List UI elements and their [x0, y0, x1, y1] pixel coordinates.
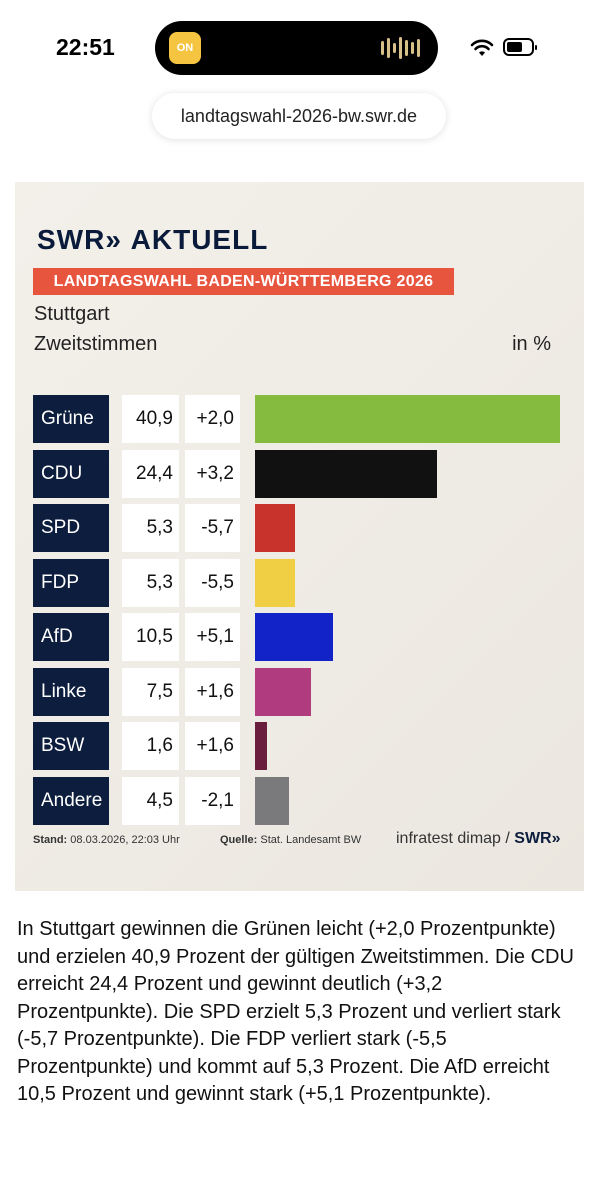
footer-brand: infratest dimap / SWR»: [396, 830, 561, 848]
source-value: Stat. Landesamt BW: [260, 834, 362, 846]
vote-change-value: +3,2: [185, 449, 240, 498]
vote-share-bar: [255, 449, 437, 498]
vote-share-value: 24,4: [122, 449, 179, 498]
vote-type-subtitle: Zweitstimmen: [34, 333, 158, 355]
party-label: CDU: [33, 449, 109, 498]
vote-change-value: +1,6: [185, 722, 240, 770]
footer-stand: Stand: 08.03.2026, 22:03 Uhr: [33, 834, 180, 846]
vote-share-bar: [255, 776, 289, 825]
status-time: 22:51: [56, 34, 115, 60]
vote-share-bar: [255, 395, 560, 443]
vote-share-value: 10,5: [122, 613, 179, 661]
vote-share-value: 5,3: [122, 504, 179, 552]
vote-change-value: +1,6: [185, 667, 240, 716]
vote-change-value: -2,1: [185, 776, 240, 825]
vote-share-value: 7,5: [122, 667, 179, 716]
party-label: FDP: [33, 558, 109, 607]
brand-infratest: infratest dimap /: [396, 830, 510, 847]
election-banner: LANDTAGSWAHL BADEN-WÜRTTEMBERG 2026: [33, 268, 454, 295]
stand-label: Stand:: [33, 834, 68, 846]
party-label: Linke: [33, 667, 109, 716]
logo-swr: SWR: [37, 224, 106, 255]
party-label: BSW: [33, 722, 109, 770]
unit-label: in %: [512, 333, 551, 355]
brand-chevrons: »: [551, 830, 561, 847]
battery-icon: [503, 38, 537, 56]
vote-change-value: +5,1: [185, 613, 240, 661]
vote-share-bar: [255, 613, 334, 661]
brand-swr: SWR: [514, 830, 552, 847]
vote-change-value: +2,0: [185, 395, 240, 443]
logo-chevrons: »: [105, 224, 120, 255]
logo-aktuell: AKTUELL: [130, 224, 269, 255]
vote-share-value: 1,6: [122, 722, 179, 770]
vote-share-bar: [255, 504, 295, 552]
party-label: AfD: [33, 613, 109, 661]
vote-share-value: 4,5: [122, 776, 179, 825]
party-label: Andere: [33, 776, 109, 825]
vote-change-value: -5,7: [185, 504, 240, 552]
wifi-icon: [470, 39, 494, 56]
stand-value: 08.03.2026, 22:03 Uhr: [70, 834, 180, 846]
vote-share-bar: [255, 558, 295, 607]
live-activity-app-icon: ON: [169, 32, 201, 64]
swr-aktuell-logo: SWR» AKTUELL: [37, 224, 268, 256]
vote-share-bar: [255, 722, 267, 770]
party-label: SPD: [33, 504, 109, 552]
vote-change-value: -5,5: [185, 558, 240, 607]
address-bar[interactable]: landtagswahl-2026-bw.swr.de: [152, 93, 446, 139]
article-paragraph: In Stuttgart gewinnen die Grünen leicht …: [17, 918, 574, 1105]
vote-share-bar: [255, 667, 311, 716]
vote-share-value: 40,9: [122, 395, 179, 443]
election-graphic[interactable]: SWR» AKTUELL LANDTAGSWAHL BADEN-WÜRTTEMB…: [15, 182, 584, 891]
footer-source: Quelle: Stat. Landesamt BW: [220, 834, 361, 846]
audio-waveform-icon: [381, 37, 420, 59]
dynamic-island[interactable]: ON: [155, 21, 438, 75]
location-title: Stuttgart: [34, 303, 110, 325]
vote-share-value: 5,3: [122, 558, 179, 607]
party-label: Grüne: [33, 395, 109, 443]
source-label: Quelle:: [220, 834, 258, 846]
